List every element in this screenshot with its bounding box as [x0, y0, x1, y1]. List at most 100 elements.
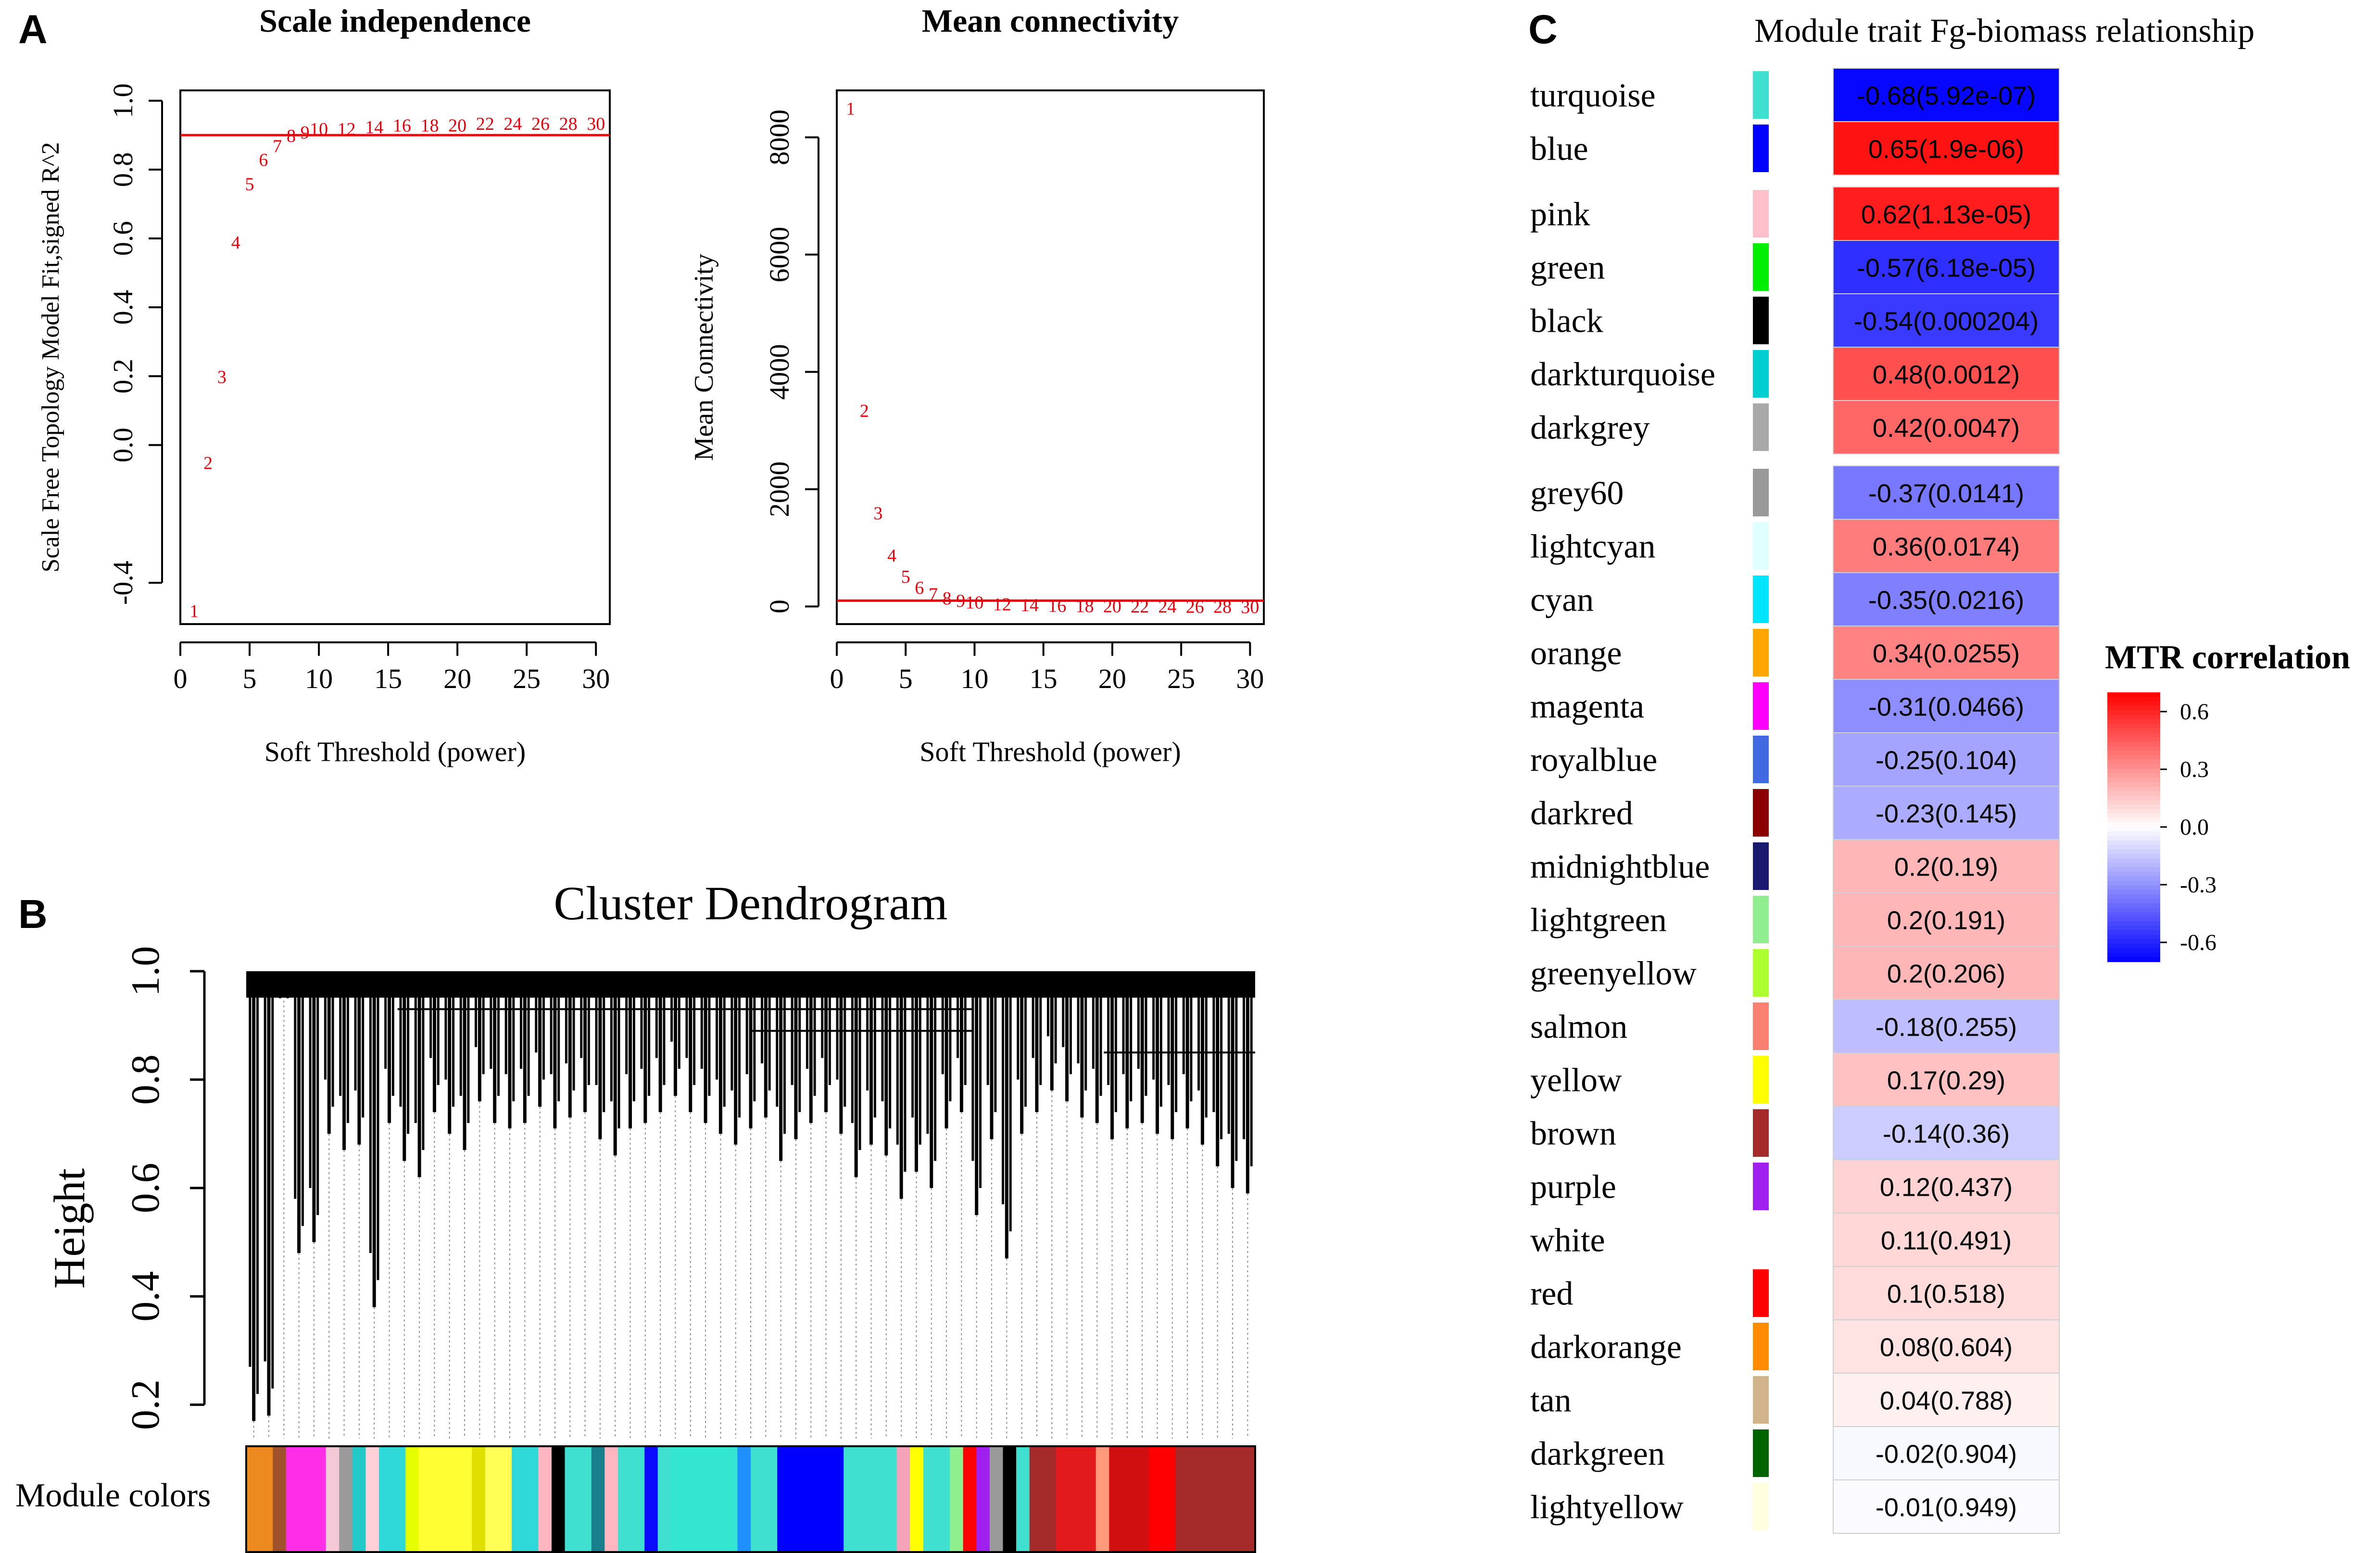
- data-point-label: 10: [965, 593, 983, 613]
- module-name: darkgreen: [1530, 1436, 1665, 1473]
- module-color-segment: [1003, 1446, 1017, 1552]
- data-point-label: 3: [873, 503, 882, 524]
- legend-gradient-step: [2107, 935, 2160, 940]
- data-point-label: 7: [273, 137, 282, 157]
- y-tick-label: 0.6: [107, 221, 139, 256]
- data-point-label: 24: [1158, 597, 1176, 617]
- legend-gradient-step: [2107, 787, 2160, 792]
- module-name: darkorange: [1530, 1329, 1682, 1366]
- module-name: pink: [1530, 196, 1590, 233]
- module-swatch: [1753, 682, 1769, 730]
- legend-gradient-step: [2107, 719, 2160, 725]
- legend-gradient-step: [2107, 872, 2160, 877]
- legend-gradient-step: [2107, 809, 2160, 814]
- data-point-label: 26: [1186, 597, 1204, 617]
- module-color-segment: [644, 1446, 658, 1552]
- data-point-label: 10: [310, 119, 328, 139]
- data-point-label: 1: [846, 99, 855, 119]
- legend-gradient-step: [2107, 881, 2160, 886]
- data-point-label: 8: [943, 589, 952, 609]
- data-point-label: 12: [338, 119, 356, 139]
- heatmap-cell: [1833, 400, 2060, 454]
- module-swatch: [1753, 1216, 1769, 1264]
- heatmap-cell-label: 0.34(0.0255): [1873, 639, 2020, 668]
- dendrogram-canopy: [246, 971, 1255, 998]
- module-name: green: [1530, 250, 1605, 287]
- data-point-label: 28: [559, 114, 578, 134]
- panel-letter-b: B: [18, 891, 48, 937]
- y-tick-label: 0: [764, 600, 795, 614]
- legend-gradient-step: [2107, 854, 2160, 859]
- module-color-segment: [1149, 1446, 1176, 1552]
- module-name: lightcyan: [1530, 528, 1655, 565]
- data-point-label: 16: [393, 116, 411, 136]
- module-swatch: [1753, 789, 1769, 837]
- legend-gradient-step: [2107, 908, 2160, 913]
- legend-gradient-step: [2107, 916, 2160, 922]
- plot-frame: [836, 89, 1265, 625]
- heatmap-cell: [1833, 347, 2060, 401]
- legend-gradient-step: [2107, 889, 2160, 895]
- y-tick-label: 6000: [764, 227, 795, 283]
- module-swatch: [1753, 522, 1769, 570]
- heatmap-cell-label: 0.48(0.0012): [1873, 361, 2020, 389]
- heatmap-cell: [1833, 1159, 2060, 1214]
- heatmap-cell-label: -0.01(0.949): [1876, 1493, 2017, 1522]
- legend-gradient-step: [2107, 930, 2160, 935]
- module-color-segment: [1016, 1446, 1030, 1552]
- module-color-segment: [1175, 1446, 1256, 1552]
- legend-gradient-step: [2107, 724, 2160, 729]
- module-swatch: [1753, 1269, 1769, 1317]
- module-name: grey60: [1530, 475, 1624, 512]
- y-tick-label: 0.4: [123, 1271, 168, 1322]
- module-color-segment: [896, 1446, 910, 1552]
- module-name: darkgrey: [1530, 410, 1650, 447]
- legend-tick-label: 0.0: [2180, 814, 2209, 840]
- module-color-segment: [591, 1446, 605, 1552]
- data-point-label: 24: [504, 114, 522, 134]
- legend-gradient-step: [2107, 957, 2160, 962]
- module-color-segment: [1056, 1446, 1096, 1552]
- y-tick-label: 0.2: [123, 1379, 168, 1430]
- legend-gradient-step: [2107, 764, 2160, 769]
- heatmap-cell-label: 0.65(1.9e-06): [1868, 135, 2024, 164]
- legend-title: MTR correlation: [2105, 639, 2350, 676]
- legend-gradient-step: [2107, 849, 2160, 854]
- heatmap-cell: [1833, 519, 2060, 573]
- module-color-segment: [910, 1446, 924, 1552]
- legend-gradient-step: [2107, 751, 2160, 756]
- legend-gradient-step: [2107, 885, 2160, 890]
- legend-gradient-step: [2107, 741, 2160, 747]
- x-axis-label: Soft Threshold (power): [919, 736, 1181, 767]
- module-swatch: [1753, 1109, 1769, 1157]
- x-tick-label: 0: [830, 663, 844, 694]
- module-color-segment: [326, 1446, 340, 1552]
- legend-gradient-step: [2107, 894, 2160, 900]
- data-point-label: 2: [860, 401, 869, 421]
- heatmap-cell: [1833, 1479, 2060, 1534]
- module-color-segment: [844, 1446, 897, 1552]
- module-trait-heatmap-panel: Module trait Fg-biomass relationship turq…: [1530, 13, 2350, 1534]
- legend-gradient-step: [2107, 728, 2160, 733]
- module-color-segment: [246, 1446, 273, 1552]
- module-color-segment: [286, 1446, 327, 1552]
- legend-gradient-step: [2107, 714, 2160, 720]
- heatmap-cell: [1833, 732, 2060, 787]
- heatmap-cell-label: 0.11(0.491): [1881, 1227, 2012, 1255]
- y-tick-label: 2000: [764, 461, 795, 517]
- module-name: lightyellow: [1530, 1489, 1684, 1526]
- heatmap-cell-label: 0.2(0.191): [1887, 906, 2005, 935]
- module-name: turquoise: [1530, 77, 1656, 114]
- module-color-segment: [339, 1446, 353, 1552]
- legend-gradient-step: [2107, 943, 2160, 949]
- module-color-segment: [989, 1446, 1003, 1552]
- legend-gradient-step: [2107, 800, 2160, 805]
- heatmap-cell: [1833, 240, 2060, 294]
- legend-gradient-step: [2107, 822, 2160, 827]
- y-tick-label: 0.8: [107, 152, 139, 187]
- module-color-segment: [1096, 1446, 1109, 1552]
- legend-gradient-step: [2107, 948, 2160, 953]
- legend-gradient-step: [2107, 926, 2160, 931]
- panel-letter-c: C: [1528, 7, 1558, 52]
